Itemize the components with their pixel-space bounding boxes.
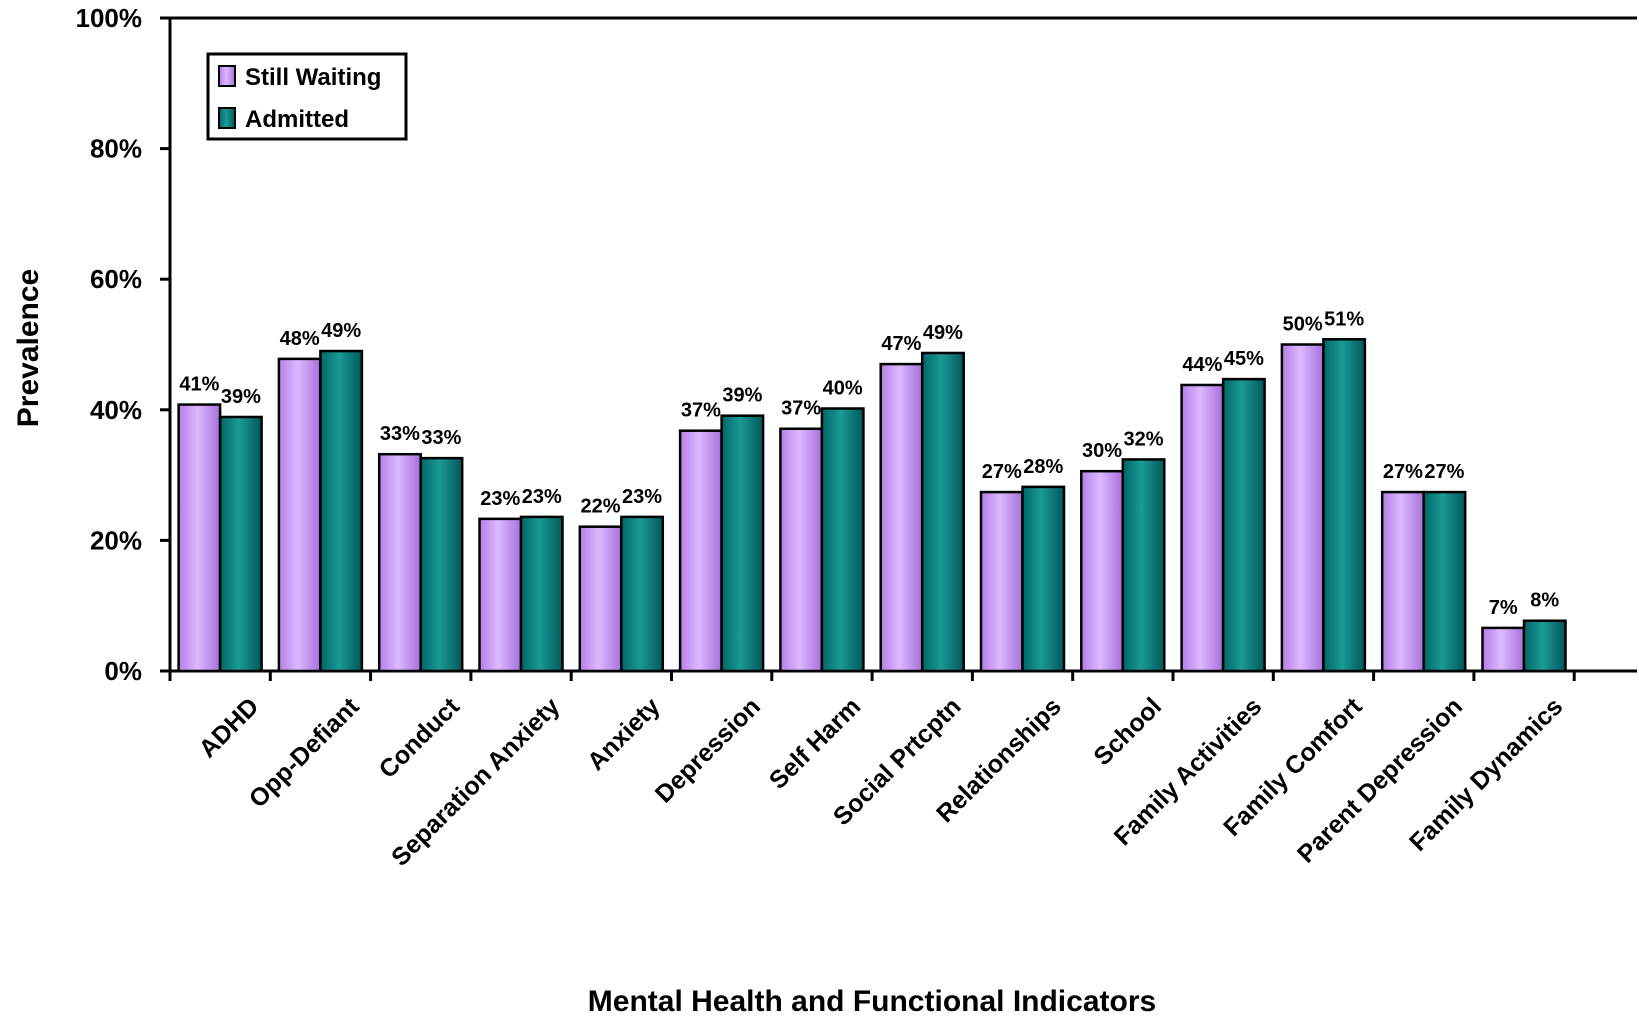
data-label-still-waiting-social-prtcptn: 47% [881, 333, 921, 355]
y-axis: 0% 20% 40% 60% 80% 100% [76, 3, 170, 686]
bar-still-waiting-family-activities [1180, 383, 1225, 673]
category-label-anxiety: Anxiety [582, 692, 666, 776]
bars-group [177, 338, 1567, 673]
category-label-parent-depression: Parent Depression [1292, 692, 1468, 868]
category-label-separation-anxiety: Separation Anxiety [386, 692, 565, 871]
data-label-still-waiting-depression: 37% [681, 400, 721, 422]
bar-admitted-parent-depression [1422, 490, 1467, 673]
legend-swatch-still-waiting [218, 65, 236, 87]
axis-titles: Mental Health and Functional Indicators P… [12, 269, 1156, 1018]
bar-still-waiting-family-dynamics [1481, 626, 1526, 673]
bar-still-waiting-conduct [377, 452, 422, 673]
data-label-admitted-relationships: 28% [1023, 456, 1063, 478]
data-label-admitted-opp-defiant: 49% [321, 320, 361, 342]
bar-admitted-conduct [419, 456, 464, 673]
bar-still-waiting-relationships [979, 490, 1024, 673]
bar-admitted-self-harm [820, 407, 865, 673]
bar-still-waiting-adhd [177, 403, 222, 673]
data-label-still-waiting-relationships: 27% [982, 461, 1022, 483]
data-labels-group: 41%48%33%23% 22%37% 37%47%27%30%44%50%27%7… [179, 308, 1559, 619]
data-label-admitted-conduct: 33% [421, 427, 461, 449]
bar-still-waiting-social-prtcptn [879, 362, 924, 673]
data-label-admitted-school: 32% [1124, 428, 1164, 450]
data-label-still-waiting-family-comfort: 50% [1283, 314, 1323, 336]
category-label-depression: Depression [650, 692, 766, 808]
data-label-admitted-adhd: 39% [221, 386, 261, 408]
data-label-still-waiting-self-harm: 37% [781, 398, 821, 420]
data-label-admitted-social-prtcptn: 49% [923, 322, 963, 344]
y-tick-label: 100% [76, 3, 143, 33]
bar-admitted-relationships [1021, 485, 1066, 673]
legend: Still Waiting Admitted [206, 52, 408, 141]
y-tick-label: 20% [90, 525, 142, 555]
x-axis-title: Mental Health and Functional Indicators [588, 985, 1156, 1018]
y-tick-label: 40% [90, 395, 142, 425]
bar-still-waiting-opp-defiant [277, 357, 322, 673]
data-label-admitted-separation-anxiety: 23% [522, 486, 562, 508]
bar-admitted-family-activities [1221, 377, 1266, 673]
y-tick-label: 0% [104, 656, 142, 686]
data-label-still-waiting-school: 30% [1082, 440, 1122, 462]
data-label-still-waiting-anxiety: 22% [581, 496, 621, 518]
category-label-self-harm: Self Harm [764, 692, 866, 794]
bar-admitted-anxiety [620, 515, 665, 673]
y-tick-label: 60% [90, 264, 142, 294]
legend-swatch-admitted [218, 107, 236, 129]
bar-still-waiting-school [1080, 469, 1125, 673]
bar-still-waiting-family-comfort [1280, 343, 1325, 673]
data-label-admitted-family-dynamics: 8% [1530, 590, 1559, 612]
category-label-adhd: ADHD [194, 692, 265, 763]
bar-still-waiting-depression [678, 429, 723, 673]
data-label-still-waiting-parent-depression: 27% [1383, 461, 1423, 483]
data-label-admitted-family-activities: 45% [1224, 348, 1264, 370]
data-label-still-waiting-family-dynamics: 7% [1489, 597, 1518, 619]
legend-box [206, 52, 408, 141]
bar-admitted-adhd [218, 415, 263, 673]
bar-admitted-family-dynamics [1522, 619, 1567, 673]
bar-admitted-school [1121, 458, 1166, 673]
data-label-still-waiting-conduct: 33% [380, 423, 420, 445]
category-label-school: School [1088, 692, 1167, 771]
bar-still-waiting-self-harm [779, 427, 824, 673]
bar-admitted-family-comfort [1322, 338, 1367, 673]
data-label-admitted-self-harm: 40% [823, 377, 863, 399]
y-tick-label: 80% [90, 134, 142, 164]
legend-label-admitted: Admitted [245, 106, 349, 133]
bar-admitted-depression [720, 414, 765, 673]
category-label-conduct: Conduct [374, 692, 466, 784]
data-label-still-waiting-family-activities: 44% [1182, 354, 1222, 376]
data-label-admitted-parent-depression: 27% [1424, 461, 1464, 483]
data-label-admitted-depression: 39% [722, 385, 762, 407]
data-label-admitted-family-comfort: 51% [1324, 308, 1364, 330]
legend-label-still-waiting: Still Waiting [245, 64, 381, 91]
bar-admitted-social-prtcptn [920, 351, 965, 673]
data-label-still-waiting-adhd: 41% [179, 374, 219, 396]
bar-still-waiting-anxiety [578, 525, 623, 673]
y-axis-title: Prevalence [12, 269, 45, 427]
bar-still-waiting-separation-anxiety [478, 517, 523, 673]
bar-admitted-separation-anxiety [519, 515, 564, 673]
data-label-admitted-anxiety: 23% [622, 486, 662, 508]
data-label-still-waiting-opp-defiant: 48% [280, 328, 320, 350]
bar-still-waiting-parent-depression [1380, 490, 1425, 673]
data-label-still-waiting-separation-anxiety: 23% [480, 488, 520, 510]
bar-admitted-opp-defiant [319, 349, 364, 673]
